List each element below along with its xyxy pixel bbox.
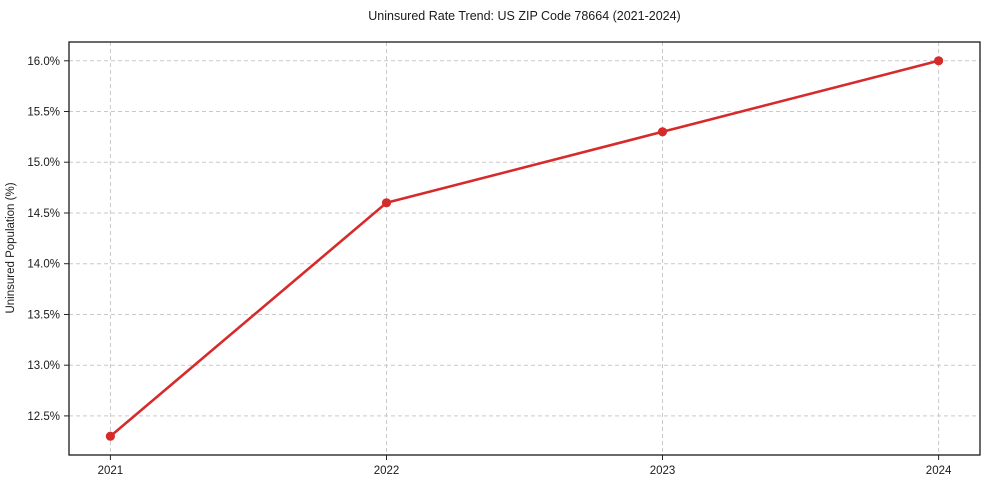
- x-tick-label: 2023: [650, 465, 676, 477]
- data-point: [657, 127, 668, 137]
- y-tick-label: 14.0%: [27, 259, 60, 271]
- data-point: [934, 56, 944, 66]
- y-tick-label: 14.5%: [27, 208, 60, 220]
- data-point: [381, 198, 392, 208]
- y-tick-label: 15.0%: [27, 157, 60, 169]
- x-tick-label: 2022: [374, 465, 400, 477]
- y-tick-label: 13.0%: [27, 360, 60, 372]
- trend-line: [109, 59, 940, 438]
- x-tick-label: 2024: [926, 465, 952, 477]
- y-tick-label: 15.5%: [27, 107, 60, 119]
- y-tick-label: 16.0%: [27, 56, 60, 68]
- y-tick-label: 13.5%: [27, 310, 60, 322]
- plot-frame: [68, 41, 981, 456]
- chart-title: Uninsured Rate Trend: US ZIP Code 78664 …: [368, 9, 681, 23]
- y-tick-label: 12.5%: [27, 411, 60, 423]
- data-point: [105, 431, 115, 441]
- x-tick-label: 2021: [98, 465, 124, 477]
